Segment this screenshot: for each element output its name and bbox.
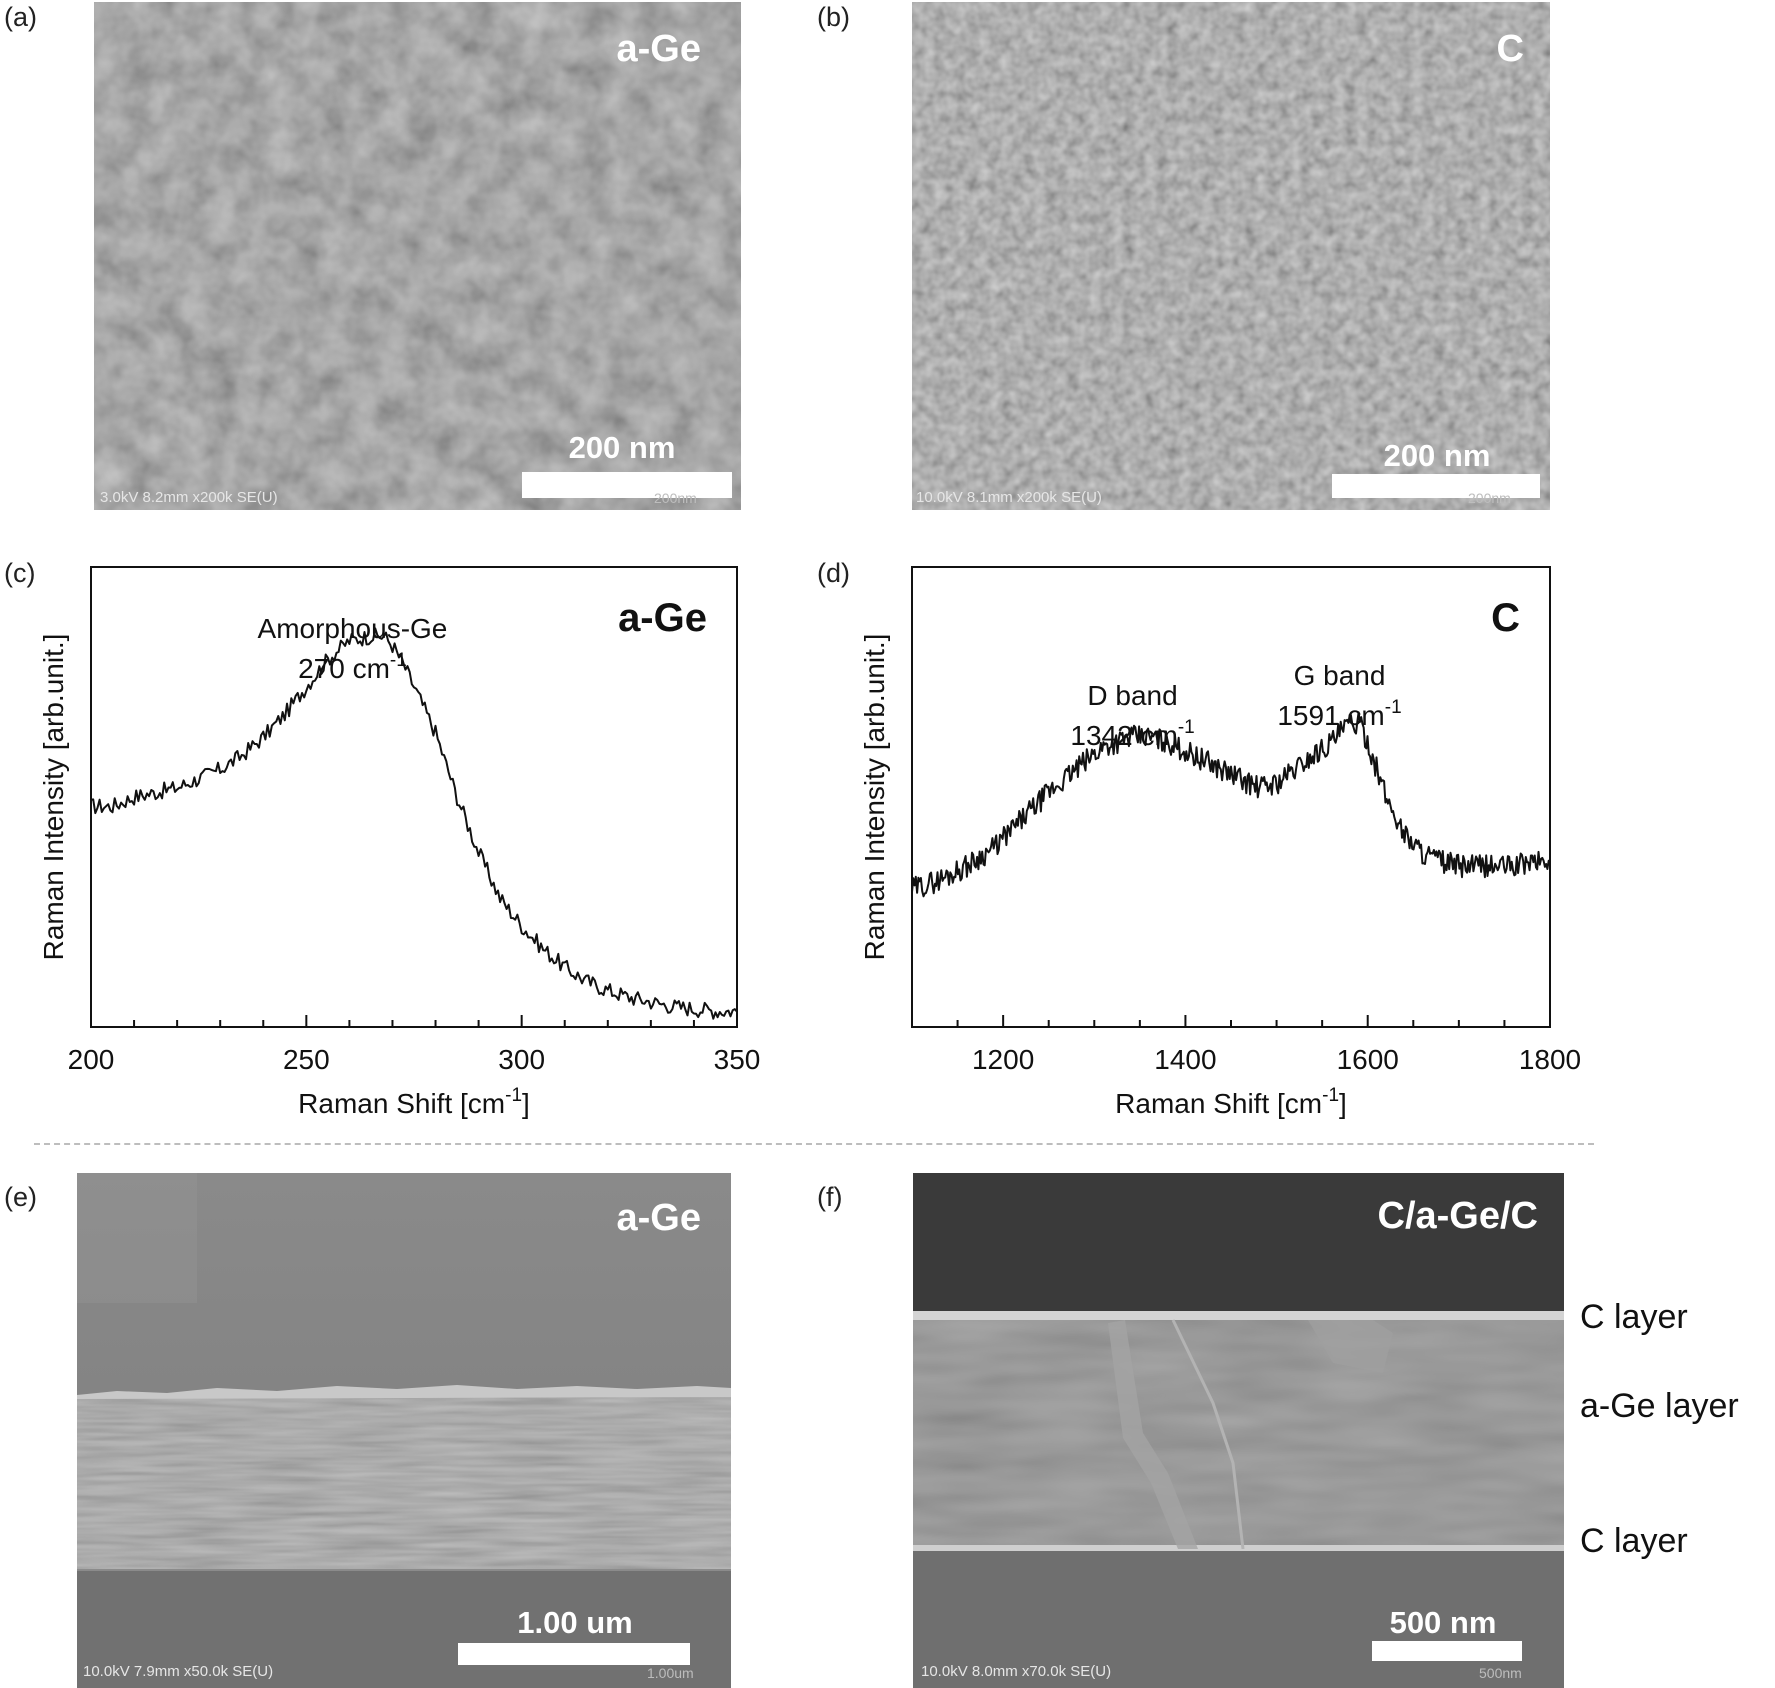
x-axis-label: Raman Shift [cm-1] (298, 1085, 530, 1119)
sem-cross-section-f: C/a-Ge/C 500 nm 10.0kV 8.0mm x70.0k SE(U… (913, 1173, 1564, 1688)
peak-annotation-name: Amorphous-Ge (258, 613, 448, 644)
x-tick-label: 350 (714, 1044, 761, 1075)
y-axis-label: Raman Intensity [arb.unit.] (859, 634, 890, 961)
x-tick-label: 200 (68, 1044, 115, 1075)
sem-image-b: C 200 nm 10.0kV 8.1mm x200k SE(U) 200nm (912, 2, 1550, 510)
panel-a-scalebar (522, 472, 732, 498)
panel-b-meta-right: 200nm (1468, 490, 1511, 506)
panel-e-scalebar (458, 1643, 690, 1665)
y-axis-label: Raman Intensity [arb.unit.] (38, 634, 69, 961)
plot-frame (911, 566, 1551, 1028)
panel-c-label: (c) (4, 558, 36, 588)
x-axis-label: Raman Shift [cm-1] (1115, 1085, 1347, 1119)
panel-f-scalebar-label: 500 nm (1389, 1605, 1497, 1640)
layer-label-a-ge: a-Ge layer (1580, 1387, 1739, 1425)
x-tick-label: 1200 (972, 1044, 1034, 1075)
panel-e-meta: 10.0kV 7.9mm x50.0k SE(U) (83, 1663, 274, 1680)
sem-cross-section-e: a-Ge 1.00 um 10.0kV 7.9mm x50.0k SE(U) 1… (77, 1173, 731, 1688)
plot-frame (90, 566, 738, 1028)
panel-f-label: (f) (817, 1182, 843, 1212)
peak-annotation-name: D band (1087, 680, 1177, 711)
panel-a-label: (a) (4, 2, 37, 32)
panel-f-meta: 10.0kV 8.0mm x70.0k SE(U) (921, 1663, 1112, 1680)
panel-b-meta: 10.0kV 8.1mm x200k SE(U) (916, 489, 1102, 506)
panel-e-label: (e) (4, 1182, 37, 1212)
sem-image-a: a-Ge 200 nm 3.0kV 8.2mm x200k SE(U) 200n… (94, 2, 741, 510)
layer-label-c-top: C layer (1580, 1298, 1688, 1336)
panel-f-meta-right: 500nm (1479, 1665, 1522, 1681)
raman-chart-a-ge: 200 250 300 350 Raman Shift [cm-1] Raman Inte… (38, 566, 761, 1119)
x-tick-label: 1400 (1154, 1044, 1216, 1075)
peak-annotation-value: 270 cm-1 (298, 650, 407, 684)
panel-e-scalebar-label: 1.00 um (517, 1605, 633, 1640)
panel-e-tag: a-Ge (616, 1197, 701, 1239)
panel-b-scalebar (1332, 474, 1540, 498)
panel-b-label: (b) (817, 2, 850, 32)
panel-a-tag: a-Ge (616, 28, 701, 70)
layer-label-c-bottom: C layer (1580, 1522, 1688, 1560)
panel-b-scalebar-label: 200 nm (1383, 438, 1491, 473)
panel-a-meta-right: 200nm (654, 490, 697, 506)
section-divider (34, 1143, 1594, 1145)
peak-annotation-name: G band (1294, 660, 1386, 691)
x-tick-label: 300 (498, 1044, 545, 1075)
panel-b-tag: C (1496, 28, 1524, 70)
panel-d-label: (d) (817, 558, 850, 588)
panel-a-meta: 3.0kV 8.2mm x200k SE(U) (100, 489, 278, 506)
chart-tag: a-Ge (618, 596, 707, 640)
panel-f-scalebar (1372, 1641, 1522, 1661)
raman-spectrum-line (911, 711, 1551, 898)
x-tick-label: 250 (283, 1044, 330, 1075)
x-tick-label: 1600 (1337, 1044, 1399, 1075)
panel-e-meta-right: 1.00um (647, 1665, 694, 1681)
x-tick-label: 1800 (1519, 1044, 1581, 1075)
panel-a-scalebar-label: 200 nm (568, 430, 676, 465)
raman-chart-carbon: 1200 1400 1600 1800 Raman Shift [cm-1] Raman … (859, 566, 1581, 1119)
raman-spectrum-line (90, 627, 738, 1020)
chart-tag: C (1491, 596, 1520, 640)
panel-f-tag: C/a-Ge/C (1377, 1195, 1538, 1237)
